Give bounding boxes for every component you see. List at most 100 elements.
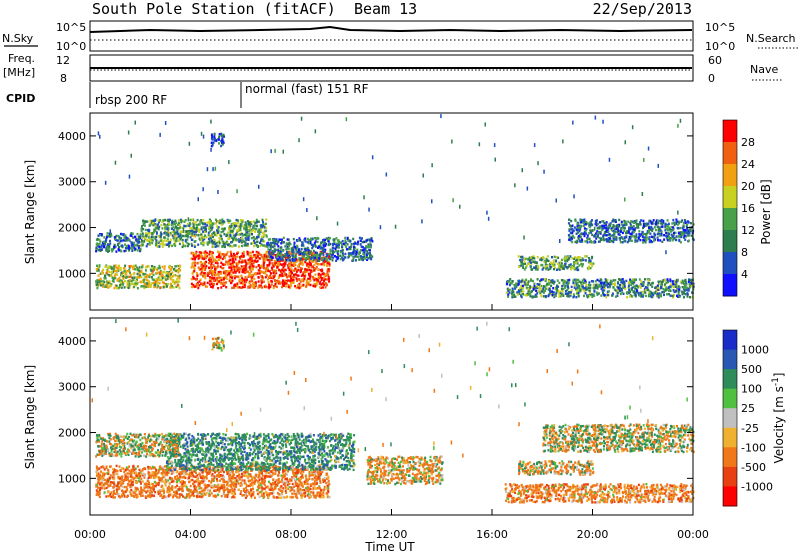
heatmap-cell: [265, 255, 268, 258]
heatmap-cell: [255, 228, 258, 231]
heatmap-cell: [511, 280, 514, 283]
heatmap-cell: [648, 282, 651, 285]
heatmap-cell: [684, 219, 686, 222]
heatmap-cell: [230, 252, 233, 256]
heatmap-cell: [237, 263, 240, 266]
heatmap-cell: [570, 289, 573, 292]
power-ylabel: Slant Range [km]: [23, 160, 37, 264]
heatmap-cell: [254, 230, 257, 233]
heatmap-cell: [245, 279, 248, 282]
heatmap-cell: [202, 222, 205, 226]
heatmap-cell: [589, 291, 592, 294]
heatmap-cell: [306, 256, 309, 260]
heatmap-cell: [202, 134, 205, 139]
heatmap-cell: [672, 282, 675, 286]
heatmap-cell: [175, 221, 178, 225]
heatmap-cell: [623, 285, 626, 288]
heatmap-cell: [294, 254, 297, 257]
heatmap-cell: [664, 226, 667, 229]
heatmap-cell: [216, 225, 219, 228]
heatmap-cell: [156, 231, 158, 236]
heatmap-cell: [180, 221, 183, 224]
heatmap-cell: [327, 256, 330, 259]
heatmap-cell: [105, 495, 108, 498]
heatmap-cell: [328, 254, 331, 258]
heatmap-cell: [298, 263, 300, 266]
heatmap-cell: [114, 277, 117, 280]
heatmap-cell: [298, 278, 300, 281]
heatmap-cell: [555, 198, 557, 203]
heatmap-cell: [97, 243, 100, 246]
heatmap-cell: [578, 224, 581, 227]
heatmap-cell: [131, 282, 133, 286]
heatmap-cell: [282, 241, 285, 244]
heatmap-cell: [130, 153, 132, 158]
heatmap-cell: [190, 257, 193, 260]
heatmap-cell: [249, 222, 252, 226]
heatmap-cell: [153, 228, 156, 231]
heatmap-cell: [291, 277, 294, 280]
heatmap-cell: [660, 284, 663, 287]
heatmap-cell: [220, 139, 223, 142]
heatmap-cell: [215, 139, 218, 143]
heatmap-cell: [656, 232, 659, 236]
heatmap-cell: [578, 280, 581, 283]
heatmap-cell: [653, 234, 656, 237]
heatmap-cell: [158, 282, 161, 285]
heatmap-cell: [636, 224, 638, 228]
heatmap-cell: [647, 288, 650, 292]
heatmap-cell: [673, 223, 676, 227]
heatmap-cell: [642, 241, 645, 244]
heatmap-cell: [335, 259, 338, 262]
heatmap-cell: [525, 266, 528, 269]
heatmap-cell: [369, 252, 371, 255]
heatmap-cell: [257, 469, 260, 472]
heatmap-cell: [578, 287, 581, 290]
heatmap-cell: [674, 231, 677, 234]
heatmap-cell: [241, 280, 244, 283]
heatmap-cell: [95, 474, 98, 477]
heatmap-cell: [612, 229, 615, 233]
heatmap-cell: [247, 472, 250, 476]
heatmap-cell: [240, 281, 243, 285]
heatmap-cell: [573, 265, 576, 268]
heatmap-cell: [101, 248, 103, 251]
heatmap-cell: [564, 289, 567, 293]
heatmap-cell: [524, 262, 527, 266]
heatmap-cell: [618, 218, 621, 222]
heatmap-cell: [686, 289, 689, 292]
heatmap-cell: [643, 239, 646, 243]
heatmap-cell: [539, 289, 542, 292]
heatmap-cell: [619, 237, 621, 242]
heatmap-cell: [649, 283, 652, 287]
heatmap-cell: [263, 224, 266, 227]
heatmap-cell: [342, 254, 345, 257]
heatmap-cell: [215, 259, 218, 263]
heatmap-cell: [295, 248, 298, 251]
heatmap-cell: [195, 230, 198, 234]
heatmap-cell: [159, 239, 162, 243]
heatmap-cell: [586, 234, 589, 237]
y-tick-label: 4000: [58, 130, 86, 143]
heatmap-cell: [114, 492, 117, 495]
heatmap-cell: [684, 286, 687, 290]
heatmap-cell: [140, 285, 143, 288]
heatmap-cell: [194, 264, 197, 267]
heatmap-cell: [553, 280, 556, 283]
heatmap-cell: [539, 291, 542, 294]
heatmap-cell: [166, 277, 169, 280]
heatmap-cell: [234, 238, 237, 242]
heatmap-cell: [236, 219, 239, 222]
heatmap-cell: [106, 266, 109, 270]
heatmap-cell: [642, 238, 645, 242]
heatmap-cell: [566, 294, 569, 297]
heatmap-cell: [215, 234, 218, 237]
heatmap-cell: [214, 279, 217, 282]
heatmap-cell: [591, 229, 594, 232]
heatmap-cell: [328, 270, 331, 273]
heatmap-cell: [298, 477, 301, 480]
heatmap-cell: [255, 478, 258, 482]
heatmap-cell: [692, 238, 695, 241]
heatmap-cell: [507, 295, 510, 298]
heatmap-cell: [102, 479, 105, 482]
